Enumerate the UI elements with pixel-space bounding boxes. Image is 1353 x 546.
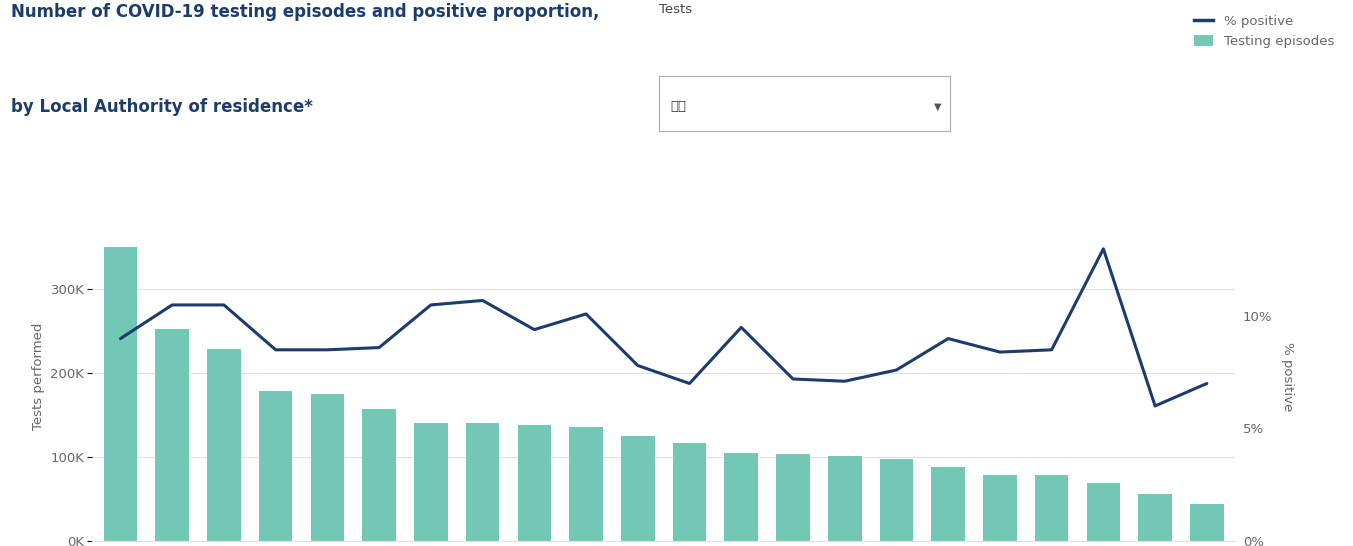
- Bar: [1191, 503, 1223, 541]
- Legend: % positive, Testing episodes: % positive, Testing episodes: [1188, 9, 1339, 54]
- Bar: [156, 329, 189, 541]
- Text: by Local Authority of residence*: by Local Authority of residence*: [11, 98, 313, 116]
- Bar: [621, 436, 655, 541]
- Bar: [879, 459, 913, 541]
- Bar: [414, 423, 448, 541]
- Bar: [828, 456, 862, 541]
- Bar: [465, 423, 499, 541]
- Text: ▼: ▼: [934, 102, 942, 111]
- Y-axis label: % positive: % positive: [1281, 342, 1293, 411]
- Y-axis label: Tests performed: Tests performed: [32, 323, 45, 430]
- Bar: [777, 454, 810, 541]
- Bar: [517, 425, 551, 541]
- Bar: [258, 391, 292, 541]
- Bar: [1035, 475, 1069, 541]
- Bar: [931, 467, 965, 541]
- Bar: [104, 247, 137, 541]
- Bar: [672, 443, 706, 541]
- Text: Tests: Tests: [659, 3, 691, 16]
- Bar: [363, 408, 396, 541]
- Text: 全部: 全部: [671, 100, 686, 113]
- Text: Number of COVID-19 testing episodes and positive proportion,: Number of COVID-19 testing episodes and …: [11, 3, 599, 21]
- Bar: [724, 453, 758, 541]
- Bar: [207, 349, 241, 541]
- Bar: [311, 394, 344, 541]
- Bar: [984, 475, 1016, 541]
- Bar: [1138, 494, 1172, 541]
- Bar: [570, 427, 603, 541]
- Bar: [1086, 483, 1120, 541]
